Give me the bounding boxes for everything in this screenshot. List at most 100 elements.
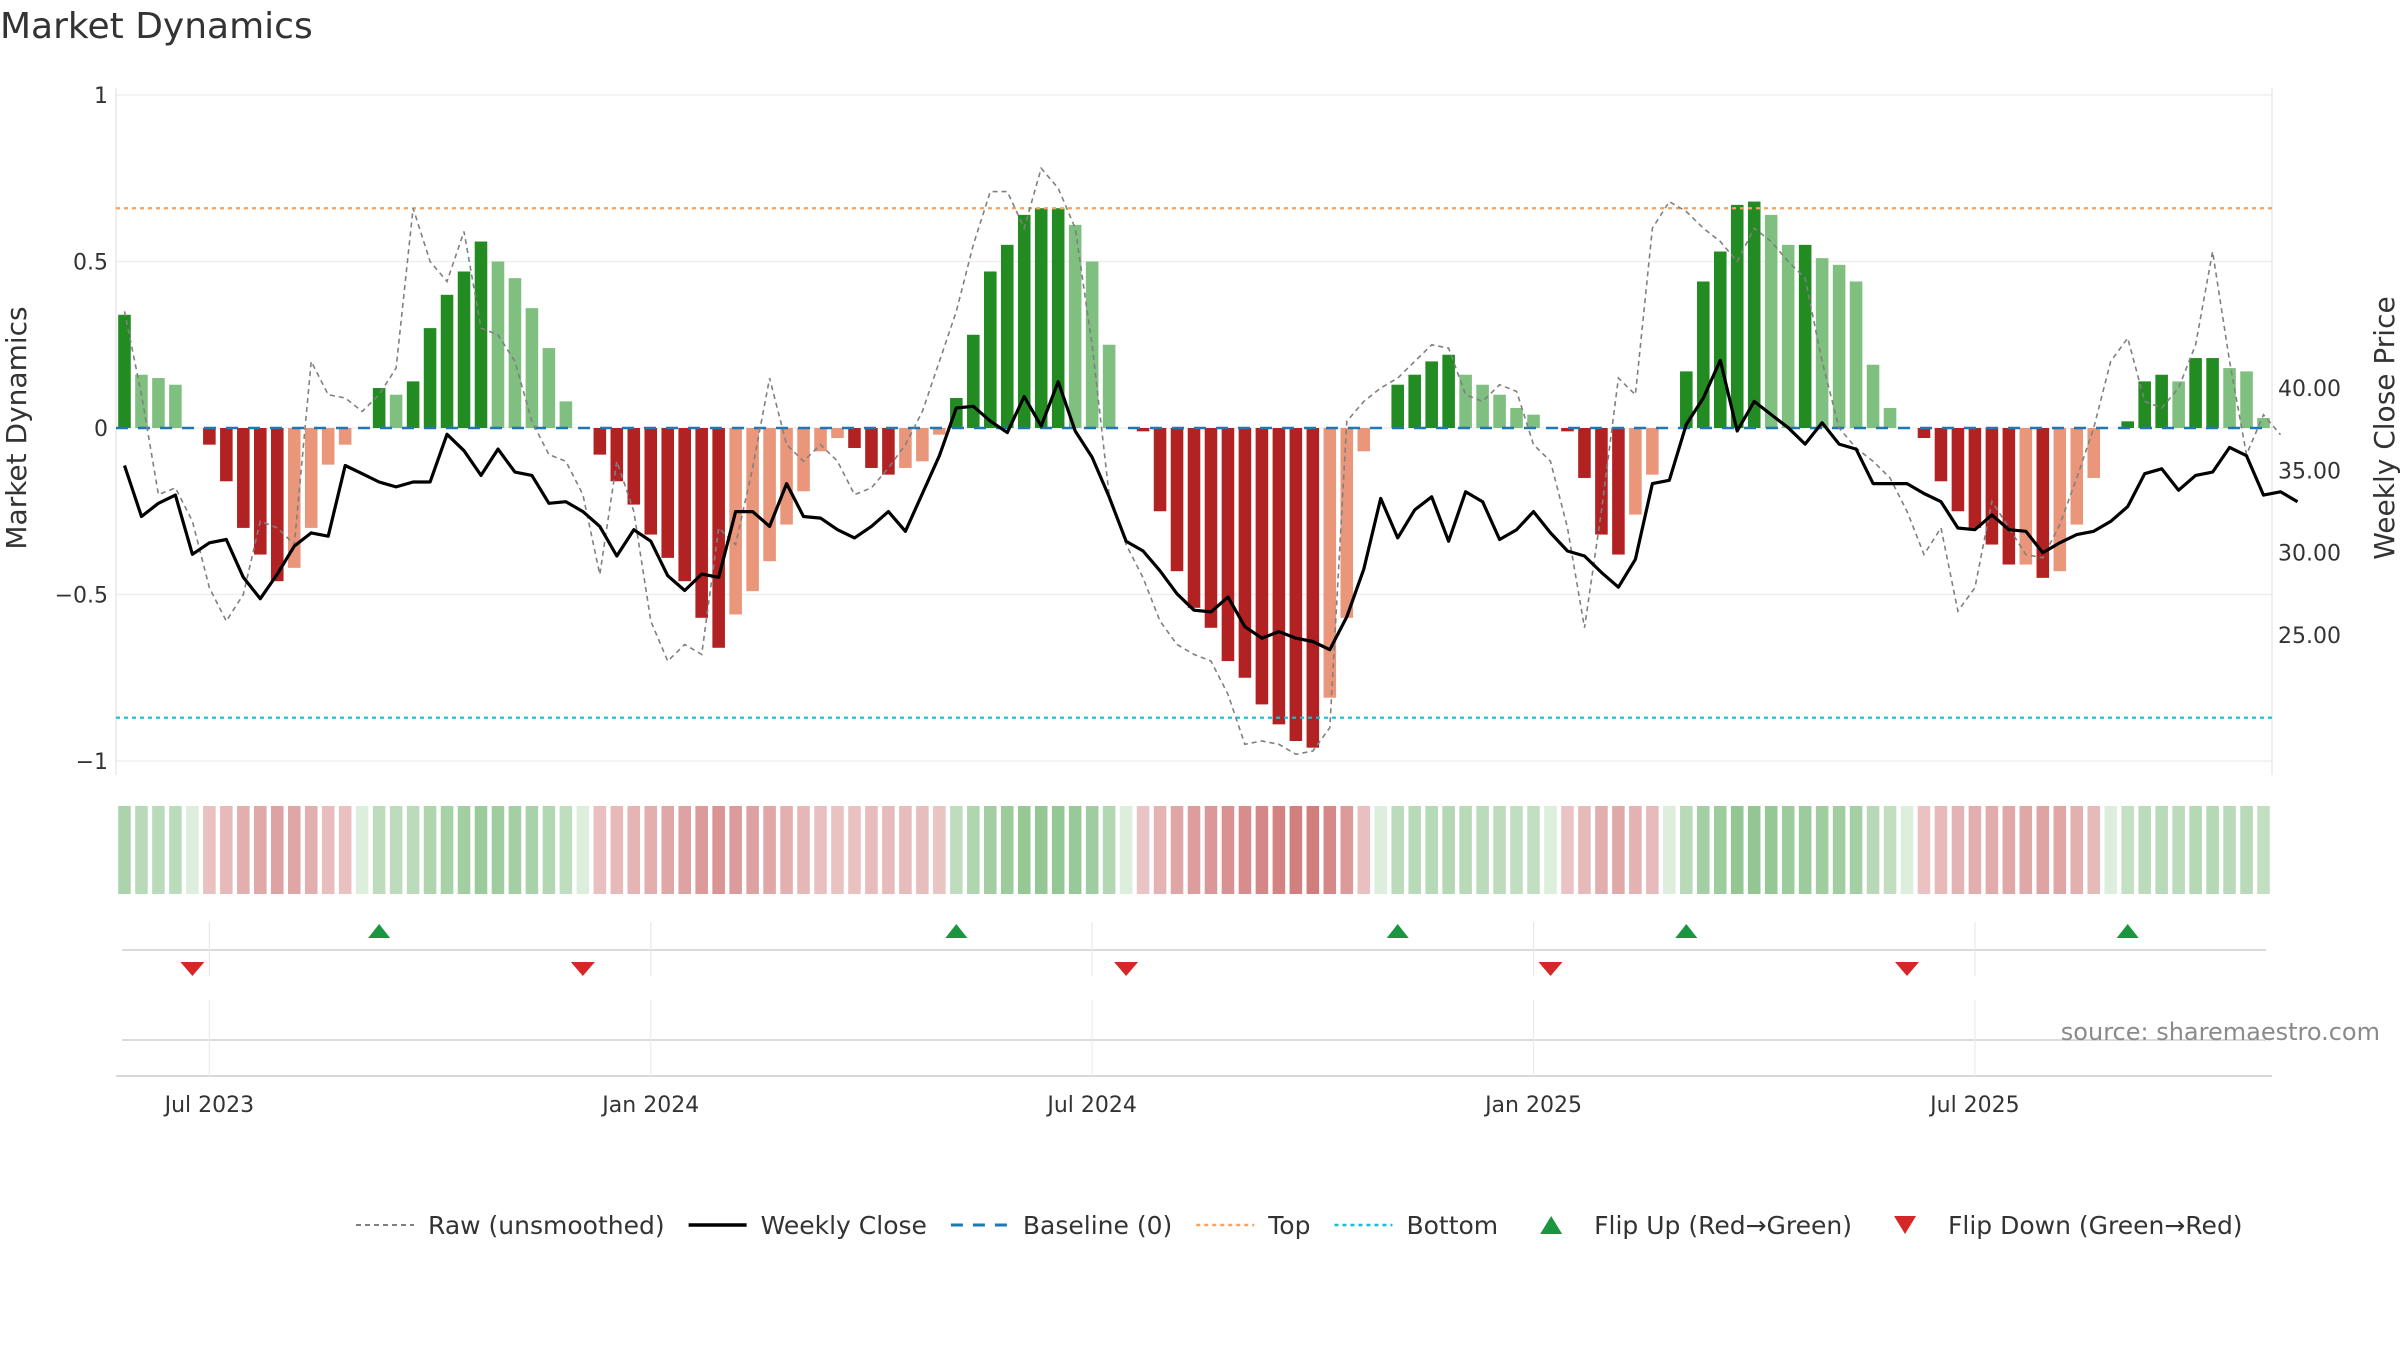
regime-cell bbox=[1289, 806, 1303, 894]
regime-cell bbox=[1527, 806, 1540, 894]
legend-label: Raw (unsmoothed) bbox=[428, 1211, 665, 1240]
dynamics-bar bbox=[678, 428, 691, 582]
flip-up-marker bbox=[2116, 924, 2139, 938]
dynamics-bar bbox=[1595, 428, 1608, 535]
dynamics-bar bbox=[2172, 381, 2185, 428]
right-tick-label: 30.00 bbox=[2278, 542, 2341, 567]
dynamics-bar bbox=[2223, 368, 2236, 428]
dynamics-bar bbox=[1968, 428, 1982, 528]
regime-cell bbox=[1272, 806, 1286, 894]
flip-down-marker bbox=[1114, 962, 1139, 976]
dynamics-bar bbox=[1493, 394, 1506, 428]
dynamics-bar bbox=[797, 428, 810, 492]
dynamics-bar bbox=[457, 271, 471, 428]
dynamics-bar bbox=[916, 428, 929, 462]
dynamics-bar bbox=[1917, 428, 1931, 438]
dynamics-bar bbox=[2121, 421, 2134, 428]
regime-cell bbox=[1306, 806, 1320, 894]
regime-cell bbox=[644, 806, 658, 894]
dynamics-bar bbox=[1832, 264, 1846, 428]
flip-up-marker bbox=[1675, 924, 1698, 938]
dynamics-bar bbox=[1934, 428, 1948, 482]
regime-cell bbox=[1883, 806, 1897, 894]
regime-cell bbox=[729, 806, 742, 894]
regime-cell bbox=[457, 806, 471, 894]
dynamics-bar bbox=[525, 308, 539, 428]
dynamics-bar bbox=[2036, 428, 2050, 578]
regime-cell bbox=[1849, 806, 1863, 894]
regime-cell bbox=[1781, 806, 1795, 894]
regime-cell bbox=[746, 806, 759, 894]
regime-cell bbox=[1102, 806, 1116, 894]
regime-cell bbox=[2155, 806, 2168, 894]
legend-item-flip_up: Flip Up (Red→Green) bbox=[1540, 1211, 1852, 1240]
regime-cell bbox=[1934, 806, 1948, 894]
regime-cell bbox=[1085, 806, 1099, 894]
regime-cell bbox=[848, 806, 861, 894]
chart-title: Market Dynamics bbox=[0, 6, 313, 47]
dynamics-bar bbox=[270, 428, 284, 582]
regime-cell bbox=[1357, 806, 1371, 894]
regime-cell bbox=[593, 806, 607, 894]
dynamics-bar bbox=[627, 428, 641, 505]
regime-cell bbox=[372, 806, 386, 894]
dynamics-bar bbox=[508, 278, 522, 428]
x-tick-label: Jul 2024 bbox=[1045, 1093, 1137, 1118]
regime-cell bbox=[237, 806, 250, 894]
regime-cell bbox=[304, 806, 318, 894]
dynamics-bar bbox=[1866, 364, 1880, 428]
legend-label: Bottom bbox=[1406, 1211, 1498, 1240]
dynamics-bar bbox=[1764, 214, 1778, 428]
regime-cell bbox=[1951, 806, 1965, 894]
regime-cell bbox=[254, 806, 267, 894]
regime-cell bbox=[1968, 806, 1982, 894]
regime-cell bbox=[1204, 806, 1218, 894]
dynamics-bar bbox=[2257, 418, 2270, 428]
dynamics-bar bbox=[2087, 428, 2101, 478]
regime-cell bbox=[118, 806, 131, 894]
dynamics-bar bbox=[763, 428, 776, 562]
regime-cell bbox=[1255, 806, 1269, 894]
flip-down-marker bbox=[1538, 962, 1563, 976]
regime-cell bbox=[1730, 806, 1744, 894]
dynamics-bar bbox=[118, 314, 131, 428]
dynamics-bar bbox=[1442, 354, 1455, 428]
regime-cell bbox=[984, 806, 997, 894]
dynamics-bar bbox=[882, 428, 895, 475]
regime-cell bbox=[1900, 806, 1914, 894]
regime-cell bbox=[797, 806, 810, 894]
x-tick-label: Jul 2023 bbox=[163, 1093, 255, 1118]
dynamics-bar bbox=[1017, 214, 1031, 428]
regime-cell bbox=[135, 806, 148, 894]
right-axis-label: Weekly Close Price bbox=[2368, 296, 2400, 559]
regime-cell bbox=[1034, 806, 1048, 894]
dynamics-bar bbox=[406, 381, 420, 428]
regime-cell bbox=[2104, 806, 2118, 894]
regime-cell bbox=[865, 806, 878, 894]
dynamics-bar bbox=[848, 428, 861, 448]
regime-cell bbox=[1187, 806, 1201, 894]
dynamics-bar bbox=[967, 334, 980, 428]
regime-cell bbox=[2138, 806, 2151, 894]
dynamics-bar bbox=[1815, 258, 1829, 428]
dynamics-bar bbox=[1034, 208, 1048, 428]
dynamics-bar bbox=[644, 428, 658, 535]
dynamics-bar bbox=[1000, 244, 1014, 428]
dynamics-bar bbox=[440, 294, 454, 428]
dynamics-bar bbox=[1476, 384, 1489, 428]
dynamics-bar bbox=[559, 401, 573, 428]
dynamics-bar bbox=[2053, 428, 2067, 572]
regime-cell bbox=[712, 806, 725, 894]
regime-cell bbox=[1408, 806, 1421, 894]
dynamics-bar bbox=[814, 428, 827, 452]
regime-cell bbox=[1476, 806, 1489, 894]
regime-cell bbox=[2070, 806, 2084, 894]
dynamics-bar bbox=[1255, 428, 1269, 705]
legend-label: Flip Down (Green→Red) bbox=[1948, 1211, 2243, 1240]
flip-up-marker bbox=[368, 924, 391, 938]
dynamics-bar bbox=[2206, 358, 2219, 428]
regime-cell bbox=[627, 806, 641, 894]
dynamics-bar bbox=[1068, 224, 1082, 428]
regime-cell bbox=[508, 806, 522, 894]
